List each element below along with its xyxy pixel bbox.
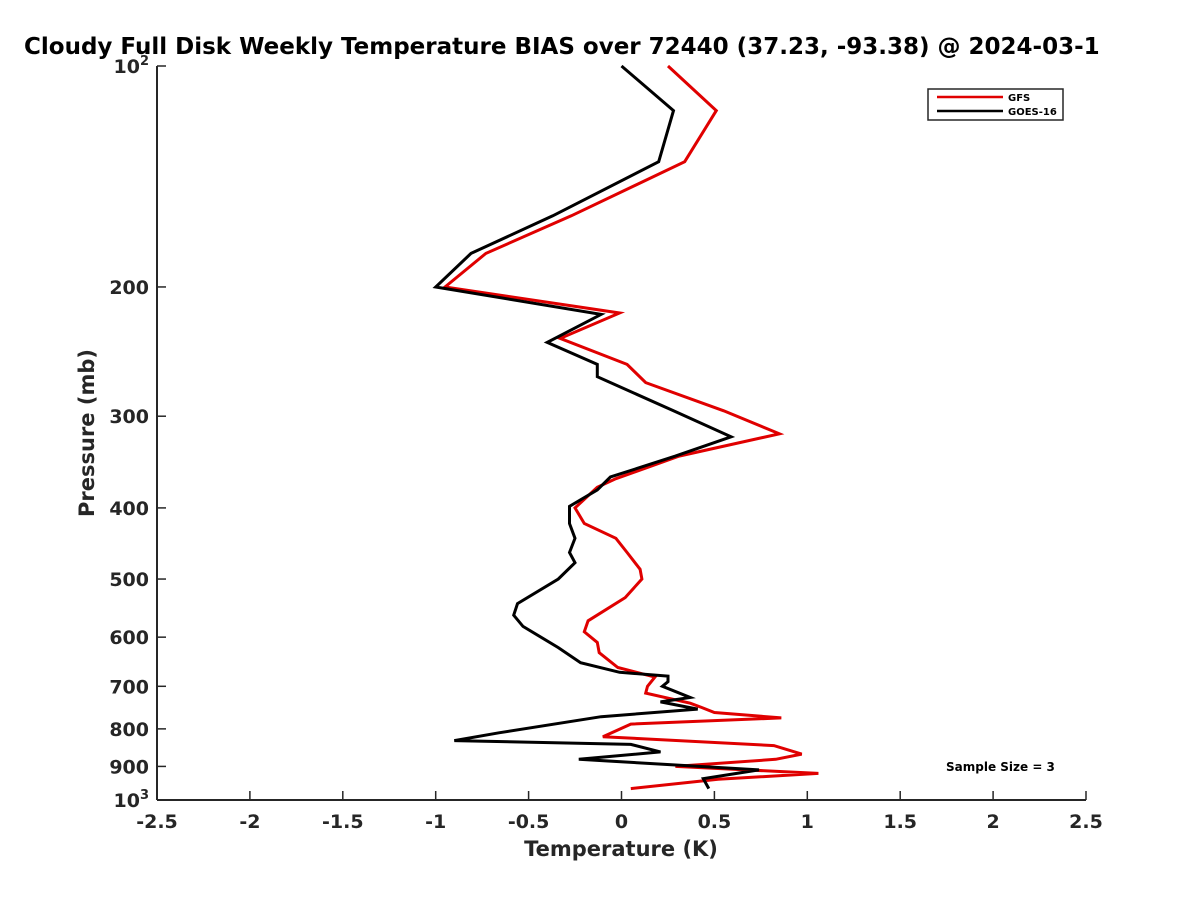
x-tick-label: 1 (801, 811, 814, 833)
x-tick-label: 0 (615, 811, 628, 833)
series-layer (432, 64, 819, 791)
x-tick-label: -2.5 (136, 811, 178, 833)
chart-title: Cloudy Full Disk Weekly Temperature BIAS… (24, 34, 1100, 60)
y-tick-label: 400 (109, 498, 149, 520)
y-tick-label: 102 (114, 54, 150, 78)
y-tick-label: 200 (109, 277, 149, 299)
y-tick-label: 300 (109, 406, 149, 428)
y-tick-label: 800 (109, 719, 149, 741)
y-tick-label: 700 (109, 676, 149, 698)
legend-box (927, 88, 1064, 121)
x-tick-label: 2 (986, 811, 999, 833)
legend-label-gfs: GFS (1008, 93, 1030, 104)
x-axis-label: Temperature (K) (524, 837, 718, 861)
x-tick-label: 1.5 (883, 811, 917, 833)
x-tick-label: -2 (239, 811, 260, 833)
series-line-gfs (441, 64, 819, 791)
legend-label-goes16: GOES-16 (1008, 107, 1057, 118)
x-tick-label: 2.5 (1069, 811, 1103, 833)
y-tick-label: 600 (109, 627, 149, 649)
series-line-goes-16 (432, 64, 760, 790)
y-tick-label: 900 (109, 756, 149, 778)
x-ticks: -2.5 -2 -1.5 -1 -0.5 0 0.5 1 1.5 2 2.5 (136, 791, 1103, 833)
x-tick-label: 0.5 (698, 811, 732, 833)
y-tick-label: 500 (109, 569, 149, 591)
x-tick-label: -1 (425, 811, 446, 833)
sample-size-annotation: Sample Size = 3 (946, 760, 1055, 774)
y-tick-label: 103 (114, 788, 150, 812)
y-ticks: 102 200 300 400 500 600 700 800 900 103 (109, 54, 166, 812)
x-tick-label: -0.5 (508, 811, 550, 833)
x-tick-label: -1.5 (322, 811, 364, 833)
legend: GFS GOES-16 (927, 88, 1064, 121)
y-axis-label: Pressure (mb) (75, 349, 99, 517)
